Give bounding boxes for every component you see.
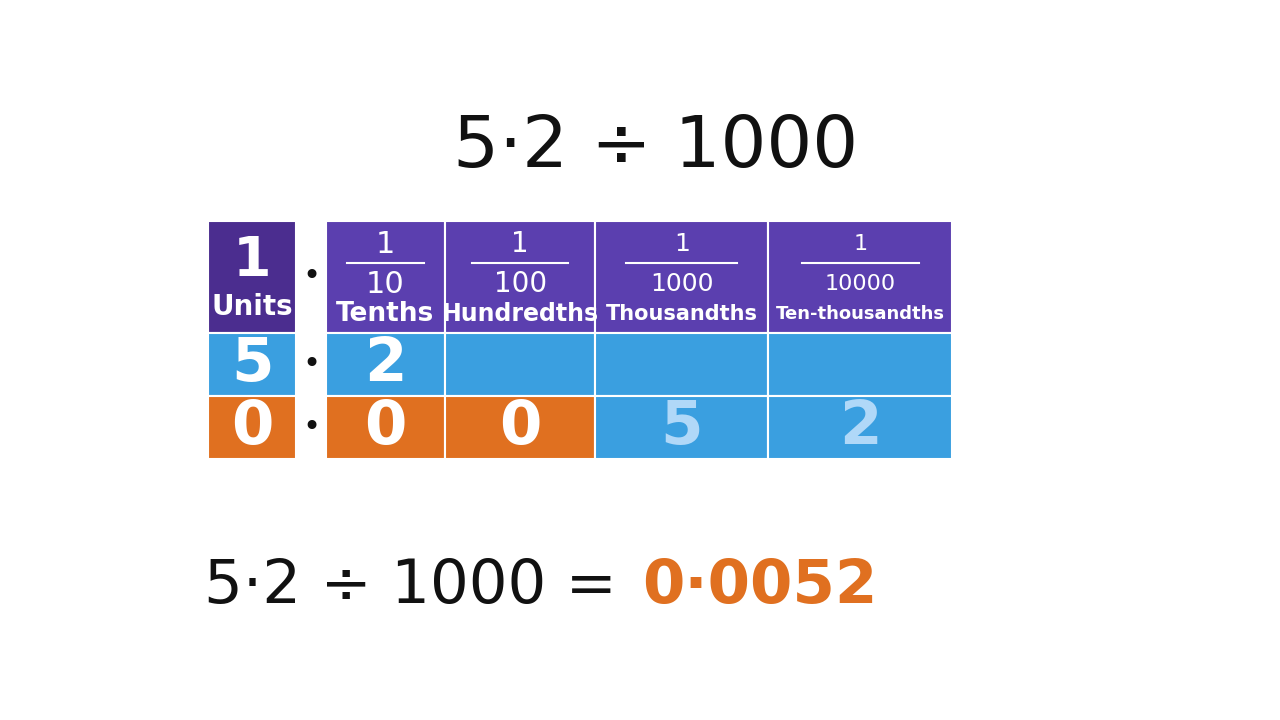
Text: 1: 1 [511,230,529,258]
Bar [207,333,297,396]
Text: 5·2 ÷ 1000: 5·2 ÷ 1000 [453,114,859,182]
Text: 2: 2 [364,335,407,394]
Bar [445,333,595,396]
Bar [595,221,768,333]
Bar [207,221,297,333]
Text: 5: 5 [230,335,274,394]
Text: 2: 2 [840,398,882,457]
Text: 100: 100 [494,270,547,298]
Text: Thousandths: Thousandths [605,304,758,323]
Text: 10000: 10000 [824,274,896,294]
Bar [325,396,445,459]
Bar [768,333,952,396]
Bar [207,396,297,459]
Text: •: • [302,350,320,379]
Text: Hundredths: Hundredths [442,302,599,325]
Text: 10: 10 [366,270,404,299]
Text: •: • [302,413,320,442]
Bar [445,396,595,459]
Text: 0·0052: 0·0052 [643,557,878,616]
Bar [768,221,952,333]
Text: 1: 1 [233,234,271,288]
Text: 1000: 1000 [650,272,713,297]
Text: 0: 0 [499,398,541,457]
Text: 1: 1 [375,230,396,258]
Text: Tenths: Tenths [337,300,434,327]
Text: 0: 0 [230,398,274,457]
Text: 5: 5 [660,398,703,457]
Text: Ten-thousandths: Ten-thousandths [776,305,945,323]
Bar [325,221,445,333]
Text: •: • [302,263,320,292]
Bar [595,333,768,396]
Bar [595,396,768,459]
Bar [768,396,952,459]
Text: 1: 1 [673,233,690,256]
Bar [445,221,595,333]
Bar [325,333,445,396]
Text: Units: Units [211,293,293,321]
Text: 0: 0 [364,398,407,457]
Text: 1: 1 [854,234,868,254]
Text: 5·2 ÷ 1000 =: 5·2 ÷ 1000 = [205,557,636,616]
